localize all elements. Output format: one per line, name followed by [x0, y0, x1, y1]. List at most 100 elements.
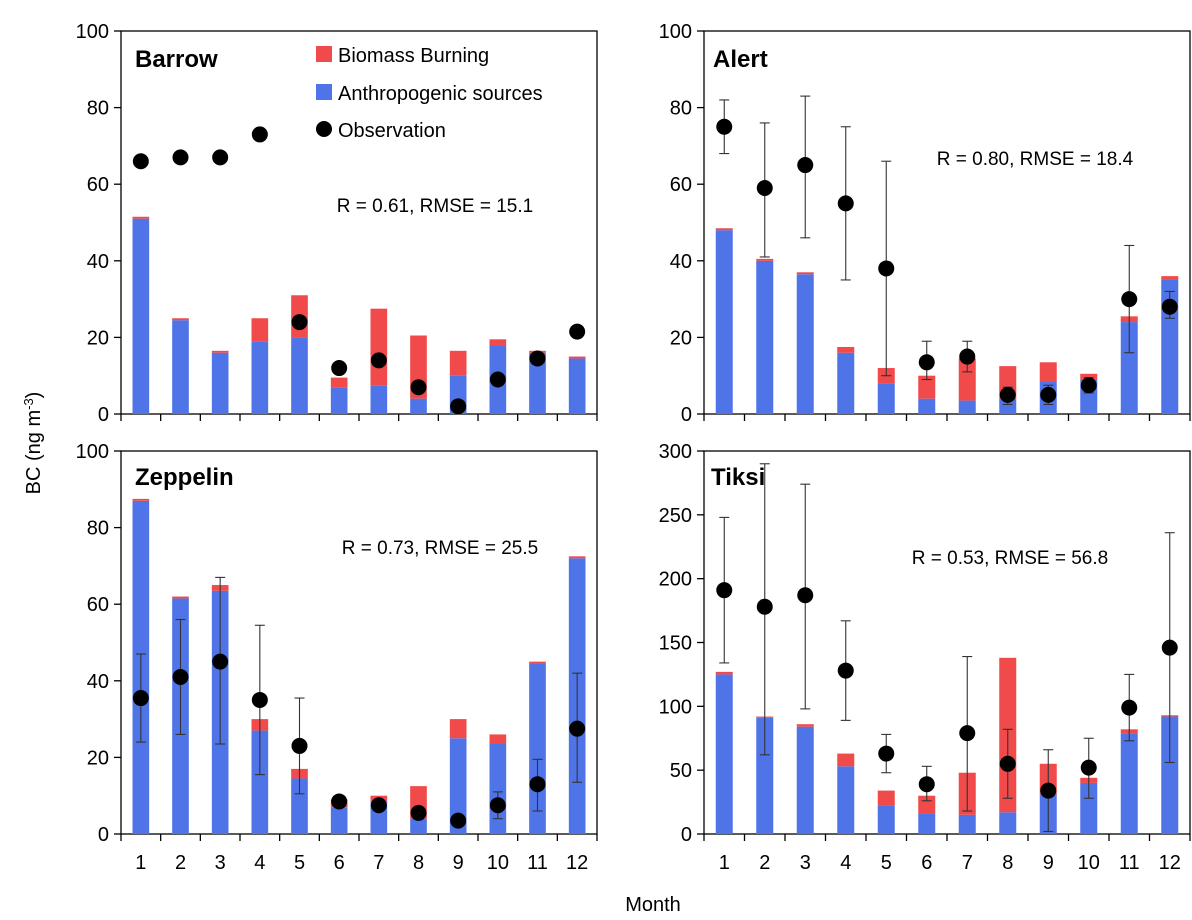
bar-anthropogenic — [877, 383, 895, 414]
bar-biomass — [370, 308, 388, 386]
x-tick-label: 8 — [413, 852, 424, 874]
stats-annotation: R = 0.80, RMSE = 18.4 — [937, 149, 1134, 170]
observation-point — [410, 379, 427, 396]
observation-point — [529, 776, 546, 793]
x-tick-label: 5 — [881, 852, 892, 874]
observation-point — [529, 350, 546, 367]
stats-annotation: R = 0.61, RMSE = 15.1 — [337, 196, 533, 217]
stats-annotation: R = 0.53, RMSE = 56.8 — [912, 548, 1108, 569]
observation-point — [569, 323, 586, 340]
legend-marker-observation — [316, 121, 332, 137]
observation-point — [918, 776, 935, 793]
bar-biomass — [330, 377, 348, 388]
bar-anthropogenic — [999, 812, 1017, 834]
observation-point — [450, 398, 467, 415]
x-tick-label: 10 — [1078, 852, 1100, 874]
legend-label: Observation — [338, 120, 446, 142]
bar-biomass — [251, 318, 269, 342]
observation-point — [918, 354, 935, 371]
bar-anthropogenic — [1120, 733, 1138, 834]
observation-point — [716, 118, 733, 135]
y-tick-label: 200 — [659, 569, 692, 591]
bar-anthropogenic — [251, 730, 269, 834]
x-tick-label: 9 — [1043, 852, 1054, 874]
bar-biomass — [172, 318, 189, 321]
x-axis-title: Month — [625, 894, 681, 916]
observation-point — [489, 371, 506, 388]
bar-anthropogenic — [449, 738, 467, 834]
y-tick-label: 40 — [87, 671, 109, 693]
bar-anthropogenic — [489, 743, 507, 834]
y-tick-label: 100 — [76, 21, 109, 43]
observation-point — [172, 668, 189, 685]
observation-point — [1080, 759, 1097, 776]
observation-point — [212, 653, 229, 670]
x-tick-label: 6 — [334, 852, 345, 874]
observation-point — [1161, 298, 1178, 315]
bar-biomass — [756, 258, 774, 261]
y-axis-title-close: ) — [23, 392, 45, 399]
y-tick-label: 0 — [98, 824, 109, 846]
observation-point — [410, 804, 427, 821]
x-tick-label: 2 — [175, 852, 186, 874]
observation-point — [291, 314, 308, 331]
x-tick-label: 5 — [294, 852, 305, 874]
y-tick-label: 60 — [87, 174, 109, 196]
bar-anthropogenic — [330, 387, 348, 414]
bar-biomass — [715, 228, 733, 231]
bar-anthropogenic — [837, 766, 855, 834]
bar-anthropogenic — [756, 717, 774, 834]
bar-biomass — [918, 795, 936, 814]
bar-anthropogenic — [837, 352, 855, 414]
bar-biomass — [796, 724, 814, 727]
y-axis-title-main: BC (ng m — [23, 410, 45, 494]
bar-anthropogenic — [715, 230, 733, 414]
bar-anthropogenic — [796, 274, 814, 414]
observation-point — [370, 797, 387, 814]
bar-biomass — [1039, 362, 1057, 382]
bar-biomass — [796, 272, 814, 275]
bar-biomass — [132, 498, 150, 501]
x-tick-label: 6 — [921, 852, 932, 874]
y-tick-label: 20 — [87, 747, 109, 769]
y-axis-title: BC (ng m-3) — [21, 392, 46, 495]
observation-point — [370, 352, 387, 369]
legend: Biomass Burning Anthropogenic sources Obse… — [316, 45, 543, 142]
x-tick-label: 12 — [566, 852, 588, 874]
bar-anthropogenic — [330, 807, 348, 834]
bar-biomass — [958, 358, 976, 401]
observation-point — [1121, 699, 1138, 716]
observation-point — [837, 195, 854, 212]
bar-biomass — [568, 356, 586, 359]
bar-biomass — [449, 350, 467, 376]
y-tick-label: 0 — [681, 404, 692, 426]
bar-anthropogenic — [529, 663, 546, 834]
bar-anthropogenic — [132, 218, 150, 414]
bar-biomass — [172, 596, 189, 599]
bar-biomass — [1161, 276, 1179, 280]
bar-biomass — [837, 346, 855, 353]
bar-anthropogenic — [958, 400, 976, 414]
x-tick-label: 8 — [1002, 852, 1013, 874]
y-tick-label: 60 — [670, 174, 692, 196]
bar-biomass — [1080, 373, 1098, 380]
panel-barrow: 0 20 40 60 80 100 Barrow R = 0.61, RMSE = 15.1 — [76, 21, 598, 426]
y-tick-label: 60 — [87, 594, 109, 616]
y-tick-label: 40 — [87, 251, 109, 273]
bar-anthropogenic — [211, 352, 229, 414]
x-tick-label: 1 — [719, 852, 730, 874]
y-tick-label: 50 — [670, 760, 692, 782]
x-tick-label: 2 — [759, 852, 770, 874]
observation-point — [132, 153, 149, 170]
observation-point — [331, 360, 348, 377]
bar-anthropogenic — [251, 341, 269, 414]
bar-anthropogenic — [756, 260, 774, 414]
y-tick-label: 80 — [87, 98, 109, 120]
y-tick-label: 40 — [670, 251, 692, 273]
x-tick-label: 11 — [1119, 852, 1140, 874]
observation-point — [878, 260, 895, 277]
bar-anthropogenic — [715, 674, 733, 834]
